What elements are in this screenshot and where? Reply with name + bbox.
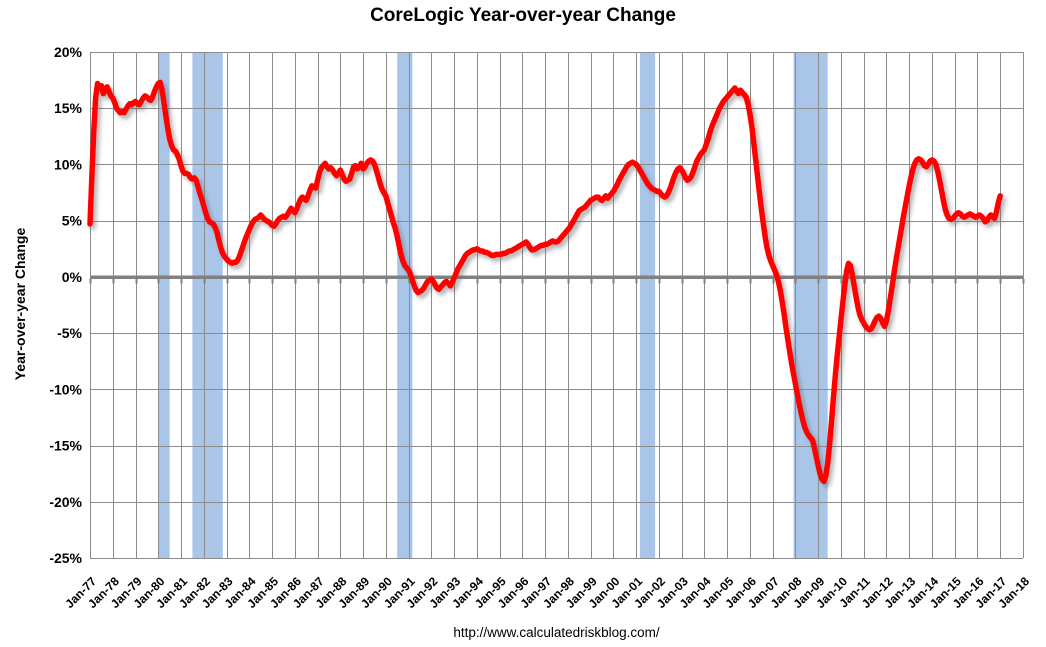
x-axis-labels: Jan-77Jan-78Jan-79Jan-80Jan-81Jan-82Jan-…: [62, 574, 1032, 611]
chart-title: CoreLogic Year-over-year Change: [370, 5, 676, 26]
recession-band: [639, 52, 656, 558]
zero-axis: [89, 275, 1025, 284]
recession-band: [158, 52, 170, 558]
y-axis-labels: 20% 15% 10% 5% 0% -5% -10% -15% -20% -25%: [49, 44, 82, 566]
y-tick-label: -20%: [49, 494, 82, 510]
gridlines: [90, 52, 1024, 559]
y-tick-label: 20%: [54, 44, 83, 60]
y-tick-label: -5%: [57, 325, 82, 341]
y-tick-label: 5%: [62, 213, 83, 229]
source-url: http://www.calculatedriskblog.com/: [453, 625, 660, 640]
series-line: [87, 79, 1003, 485]
y-tick-label: -15%: [49, 438, 82, 454]
y-tick-label: 0%: [62, 269, 83, 285]
recession-band: [397, 52, 413, 558]
y-tick-label: 15%: [54, 100, 83, 116]
y-tick-label: 10%: [54, 156, 83, 172]
y-tick-label: -25%: [49, 550, 82, 566]
y-tick-label: -10%: [49, 381, 82, 397]
recession-band: [192, 52, 223, 558]
